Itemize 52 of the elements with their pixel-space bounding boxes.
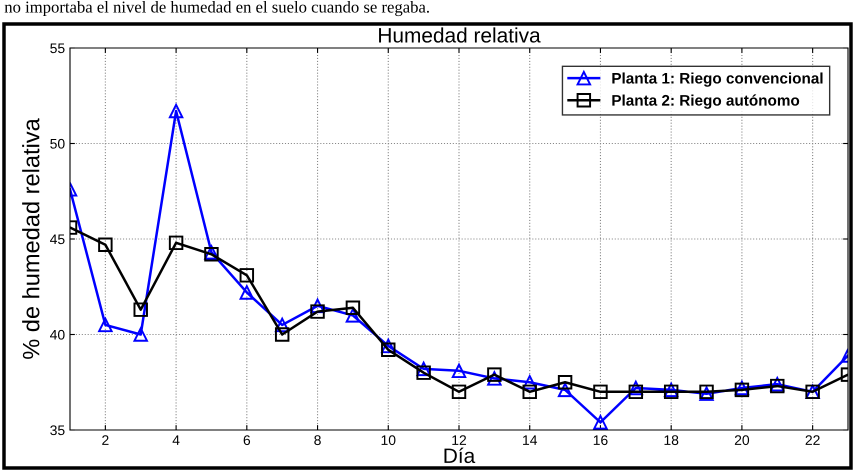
point: [274, 318, 290, 332]
point: [240, 285, 254, 300]
x-tick-label: 12: [452, 435, 466, 445]
point: [168, 236, 184, 250]
x-tick-label: 16: [594, 435, 608, 446]
point: [346, 300, 360, 315]
x-tick-label: 18: [664, 435, 678, 446]
point: [310, 298, 325, 314]
point: [134, 327, 148, 342]
point: [452, 384, 466, 400]
point: [98, 238, 113, 252]
point: [628, 384, 644, 400]
point: [487, 371, 502, 386]
x-tick-label: 10: [382, 435, 396, 446]
point: [522, 384, 537, 400]
y-tick-label: 40: [50, 330, 65, 340]
point: [558, 382, 572, 398]
point: [558, 375, 572, 390]
point: [346, 308, 360, 323]
point: [310, 304, 325, 319]
point: [240, 268, 254, 283]
x-tick-label: 14: [523, 435, 538, 445]
y-axis-title: % de humedad relativa: [22, 118, 40, 359]
y-tick-label: 45: [50, 234, 65, 244]
x-tick-label: 6: [244, 435, 250, 446]
point: [168, 104, 184, 118]
point: [416, 362, 431, 376]
point: [522, 375, 537, 390]
point: [593, 415, 608, 430]
point: [274, 327, 290, 342]
x-tick-label: 2: [102, 435, 109, 445]
point: [381, 342, 396, 358]
x-tick-label: 20: [734, 435, 750, 446]
point: [628, 380, 644, 396]
x-axis-title: Día: [444, 448, 476, 464]
x-tick-label: 4: [172, 435, 180, 445]
x-tick-label: 8: [314, 435, 321, 446]
y-tick-label: 55: [50, 43, 65, 54]
x-tick-label: 22: [806, 435, 820, 445]
point: [416, 365, 431, 380]
chart-title: Humedad relativa: [379, 27, 541, 43]
legend-label: Planta 2: Riego autónomo: [612, 94, 800, 109]
point: [487, 367, 502, 382]
point: [134, 302, 148, 317]
point: [381, 338, 396, 354]
y-tick-label: 50: [50, 138, 65, 149]
point: [452, 364, 466, 378]
legend-label: Planta 1: Riego convencional: [612, 72, 822, 87]
point: [593, 384, 608, 400]
text: no importaba el nivel de humedad en el suelo cuando se regaba.: [4, 0, 429, 16]
point: [98, 318, 113, 332]
y-tick-label: 35: [50, 425, 65, 436]
